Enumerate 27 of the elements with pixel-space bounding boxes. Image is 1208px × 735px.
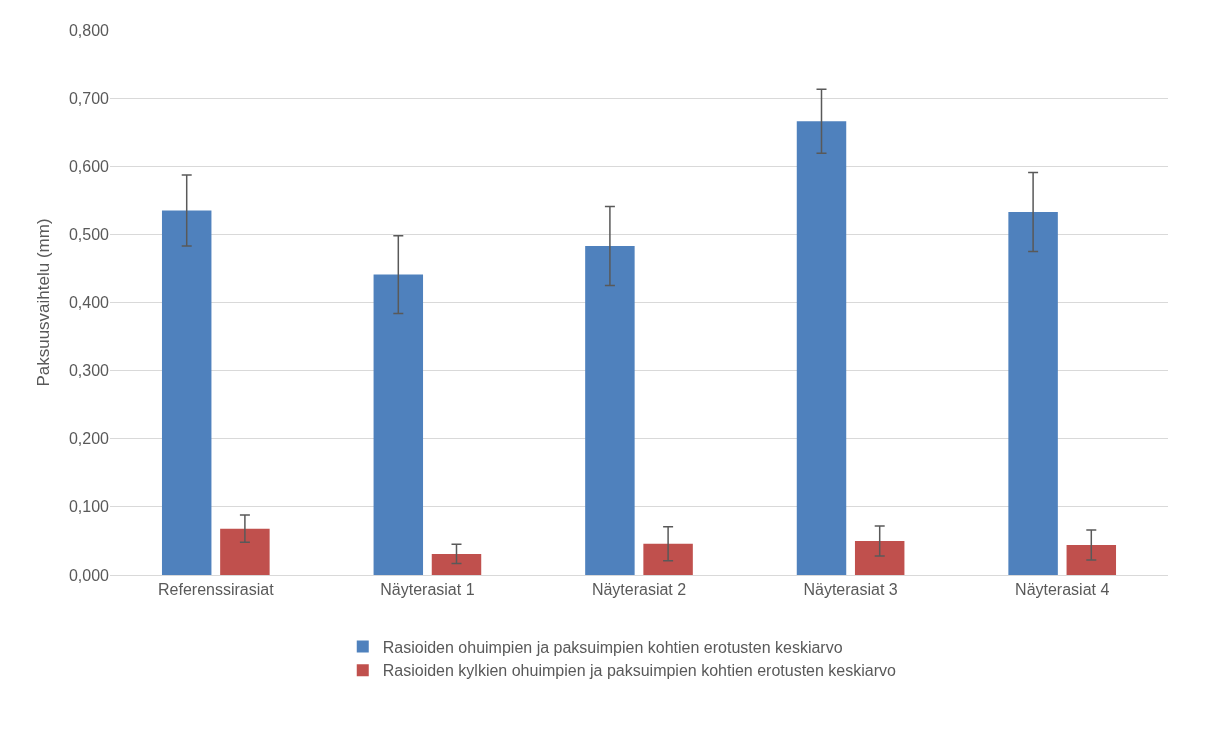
bar [220,528,270,575]
x-tick-label: Referenssirasiat [158,581,275,599]
bar [1066,545,1117,575]
y-tick-label: 0,500 [68,225,110,243]
y-tick-label: 0,100 [68,498,110,516]
x-tick-label: Näyterasiat 1 [380,581,475,599]
x-tick-label: Näyterasiat 4 [1015,581,1110,599]
bar [796,121,847,575]
y-tick-label: 0,300 [68,362,110,380]
bar [161,210,212,575]
bar [854,540,905,575]
x-tick-label: Näyterasiat 2 [591,581,687,599]
y-tick-label: 0,600 [68,157,110,175]
bar [643,543,693,575]
y-tick-label: 0,400 [68,294,110,312]
y-tick-label: 0,200 [68,430,110,448]
legend-label: Rasioiden ohuimpien ja paksuimpien kohtien erotusten keskiarvo [382,638,843,656]
bar [373,274,424,575]
x-tick-label: Näyterasiat 3 [803,581,898,599]
y-tick-label: 0,800 [68,21,110,39]
bar [1008,211,1058,575]
bar [431,553,482,575]
y-tick-label: 0,000 [68,566,110,584]
y-tick-label: 0,700 [68,89,110,107]
y-axis-title: Paksuusvaihtelu (mm) [33,218,53,387]
legend-label: Rasioiden kylkien ohuimpien ja paksuimpien kohtien erotusten keskiarvo [382,662,897,680]
bar [585,245,635,575]
